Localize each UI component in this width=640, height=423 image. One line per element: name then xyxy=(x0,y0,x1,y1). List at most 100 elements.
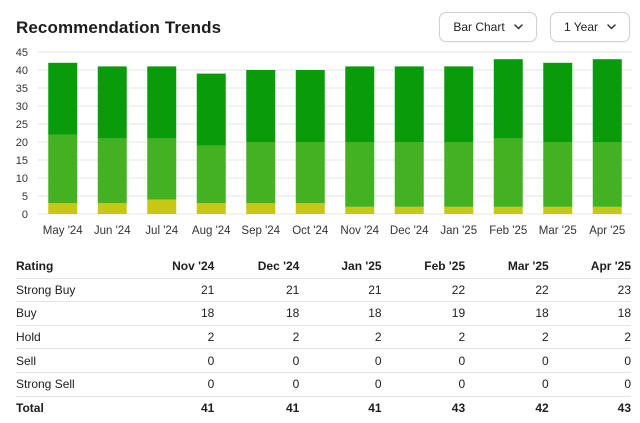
y-axis: 0 5 10 15 20 25 30 35 40 45 xyxy=(16,48,28,221)
table-header-month: Nov '24 xyxy=(128,255,215,279)
table-cell: 2 xyxy=(465,325,549,350)
table-cell: 0 xyxy=(381,372,466,397)
table-cell: 42 xyxy=(535,400,549,415)
x-tick-label: Apr '25 xyxy=(589,225,625,237)
bar-segment-strong-buy xyxy=(97,66,127,139)
table-cell: 23 xyxy=(548,278,631,303)
chart-gridlines xyxy=(38,51,632,215)
table-header-month: Dec '24 xyxy=(214,255,300,279)
table-cell: 18 xyxy=(548,301,631,326)
bar-segment-strong-buy xyxy=(543,62,573,142)
table-row-strong-buy: Strong Buy 21 21 21 22 22 23 xyxy=(16,278,631,303)
bar-segment-buy xyxy=(246,142,276,204)
y-tick-label: 10 xyxy=(16,173,28,185)
bar-segment-hold xyxy=(592,206,622,214)
row-label: Sell xyxy=(16,348,128,373)
bar-segment-strong-buy xyxy=(295,70,325,142)
x-tick-label: Feb '25 xyxy=(489,225,527,237)
y-tick-label: 15 xyxy=(16,155,28,167)
bar-segment-buy xyxy=(48,134,78,204)
table-row-hold: Hold 2 2 2 2 2 2 xyxy=(16,325,631,350)
table-cell: 41 xyxy=(285,400,300,415)
x-tick-label: Mar '25 xyxy=(539,225,577,237)
table-cell: 43 xyxy=(617,400,631,415)
table-cell: 19 xyxy=(381,301,466,326)
table-header-month: Apr '25 xyxy=(548,255,631,279)
bar-segment-hold xyxy=(48,203,78,214)
x-tick-label: Jan '25 xyxy=(440,225,477,237)
bar-segment-strong-buy xyxy=(394,66,424,142)
bar-segment-buy xyxy=(592,142,622,207)
bar-segment-buy xyxy=(394,142,424,207)
table-cell: 22 xyxy=(381,278,466,303)
row-label: Buy xyxy=(16,301,128,326)
table-cell: 2 xyxy=(214,325,300,350)
table-header-rating: Rating xyxy=(16,255,128,279)
x-tick-label: Oct '24 xyxy=(292,225,329,237)
table-cell: 0 xyxy=(465,372,549,397)
bar-segment-hold xyxy=(444,206,474,214)
bar-segment-hold xyxy=(543,206,573,214)
x-tick-label: Dec '24 xyxy=(390,225,429,237)
bar-segment-buy xyxy=(295,142,325,204)
x-axis: May '24 Jun '24 Jul '24 Aug '24 Sep '24 Oct '… xyxy=(43,225,626,237)
bar-segment-hold xyxy=(97,203,127,214)
table-header-row: Rating Nov '24 Dec '24 Jan '25 Feb '25 M… xyxy=(16,255,631,279)
chevron-down-icon xyxy=(607,24,616,30)
table-cell: 2 xyxy=(381,325,466,350)
bar-segment-buy xyxy=(147,138,177,200)
row-label: Strong Sell xyxy=(16,372,128,397)
bar-segment-hold xyxy=(196,203,226,214)
row-label: Strong Buy xyxy=(16,278,128,303)
chart-type-value: Bar Chart xyxy=(453,20,505,34)
bar-segment-buy xyxy=(543,142,573,207)
table-cell: 43 xyxy=(451,400,466,415)
bar-segment-hold xyxy=(147,199,177,214)
y-tick-label: 40 xyxy=(16,65,28,77)
period-dropdown[interactable]: 1 Year xyxy=(550,12,630,42)
bar-segment-hold xyxy=(394,206,424,214)
table-cell: 21 xyxy=(214,278,300,303)
bar-segment-strong-buy xyxy=(48,62,78,135)
y-tick-label: 5 xyxy=(22,191,28,203)
recommendation-bar-chart: 0 5 10 15 20 25 30 35 40 45 May '24 Jun '24 Jul '24… xyxy=(16,48,632,237)
bar-segment-strong-buy xyxy=(345,66,375,142)
table-cell: 18 xyxy=(465,301,549,326)
y-tick-label: 45 xyxy=(16,48,28,59)
bar-segment-strong-buy xyxy=(246,70,276,142)
bar-segment-buy xyxy=(97,138,127,204)
y-tick-label: 20 xyxy=(16,137,28,149)
x-tick-label: May '24 xyxy=(43,225,84,237)
y-tick-label: 0 xyxy=(22,209,28,221)
recommendation-table: Rating Nov '24 Dec '24 Jan '25 Feb '25 M… xyxy=(16,255,631,419)
table-cell: 2 xyxy=(548,325,631,350)
x-tick-label: Jul '24 xyxy=(145,225,178,237)
chart-type-dropdown[interactable]: Bar Chart xyxy=(439,12,537,42)
table-cell: 0 xyxy=(465,348,549,373)
table-cell: 41 xyxy=(368,400,382,415)
table-cell: 0 xyxy=(381,348,466,373)
table-cell: 0 xyxy=(214,372,300,397)
bar-segment-strong-buy xyxy=(493,59,523,139)
table-header-month: Feb '25 xyxy=(381,255,466,279)
chart-title: Recommendation Trends xyxy=(16,18,222,37)
table-header-month: Mar '25 xyxy=(465,255,549,279)
x-tick-label: Nov '24 xyxy=(340,225,379,237)
table-cell: 21 xyxy=(128,278,215,303)
bar-segment-strong-buy xyxy=(444,66,474,142)
row-label: Total xyxy=(16,400,44,415)
table-cell: 2 xyxy=(299,325,382,350)
bar-segment-strong-buy xyxy=(592,59,622,143)
table-row-total: Total 41 41 41 43 42 43 xyxy=(16,396,631,419)
bar-segment-buy xyxy=(444,142,474,207)
table-cell: 0 xyxy=(548,348,631,373)
x-tick-label: Aug '24 xyxy=(192,225,231,237)
bar-segment-strong-buy xyxy=(147,66,177,139)
bar-segment-strong-buy xyxy=(196,73,226,146)
bar-segment-buy xyxy=(196,145,226,204)
table-cell: 2 xyxy=(128,325,215,350)
table-cell: 22 xyxy=(465,278,549,303)
bar-segment-hold xyxy=(246,203,276,214)
table-header-month: Jan '25 xyxy=(299,255,382,279)
table-cell: 0 xyxy=(299,348,382,373)
